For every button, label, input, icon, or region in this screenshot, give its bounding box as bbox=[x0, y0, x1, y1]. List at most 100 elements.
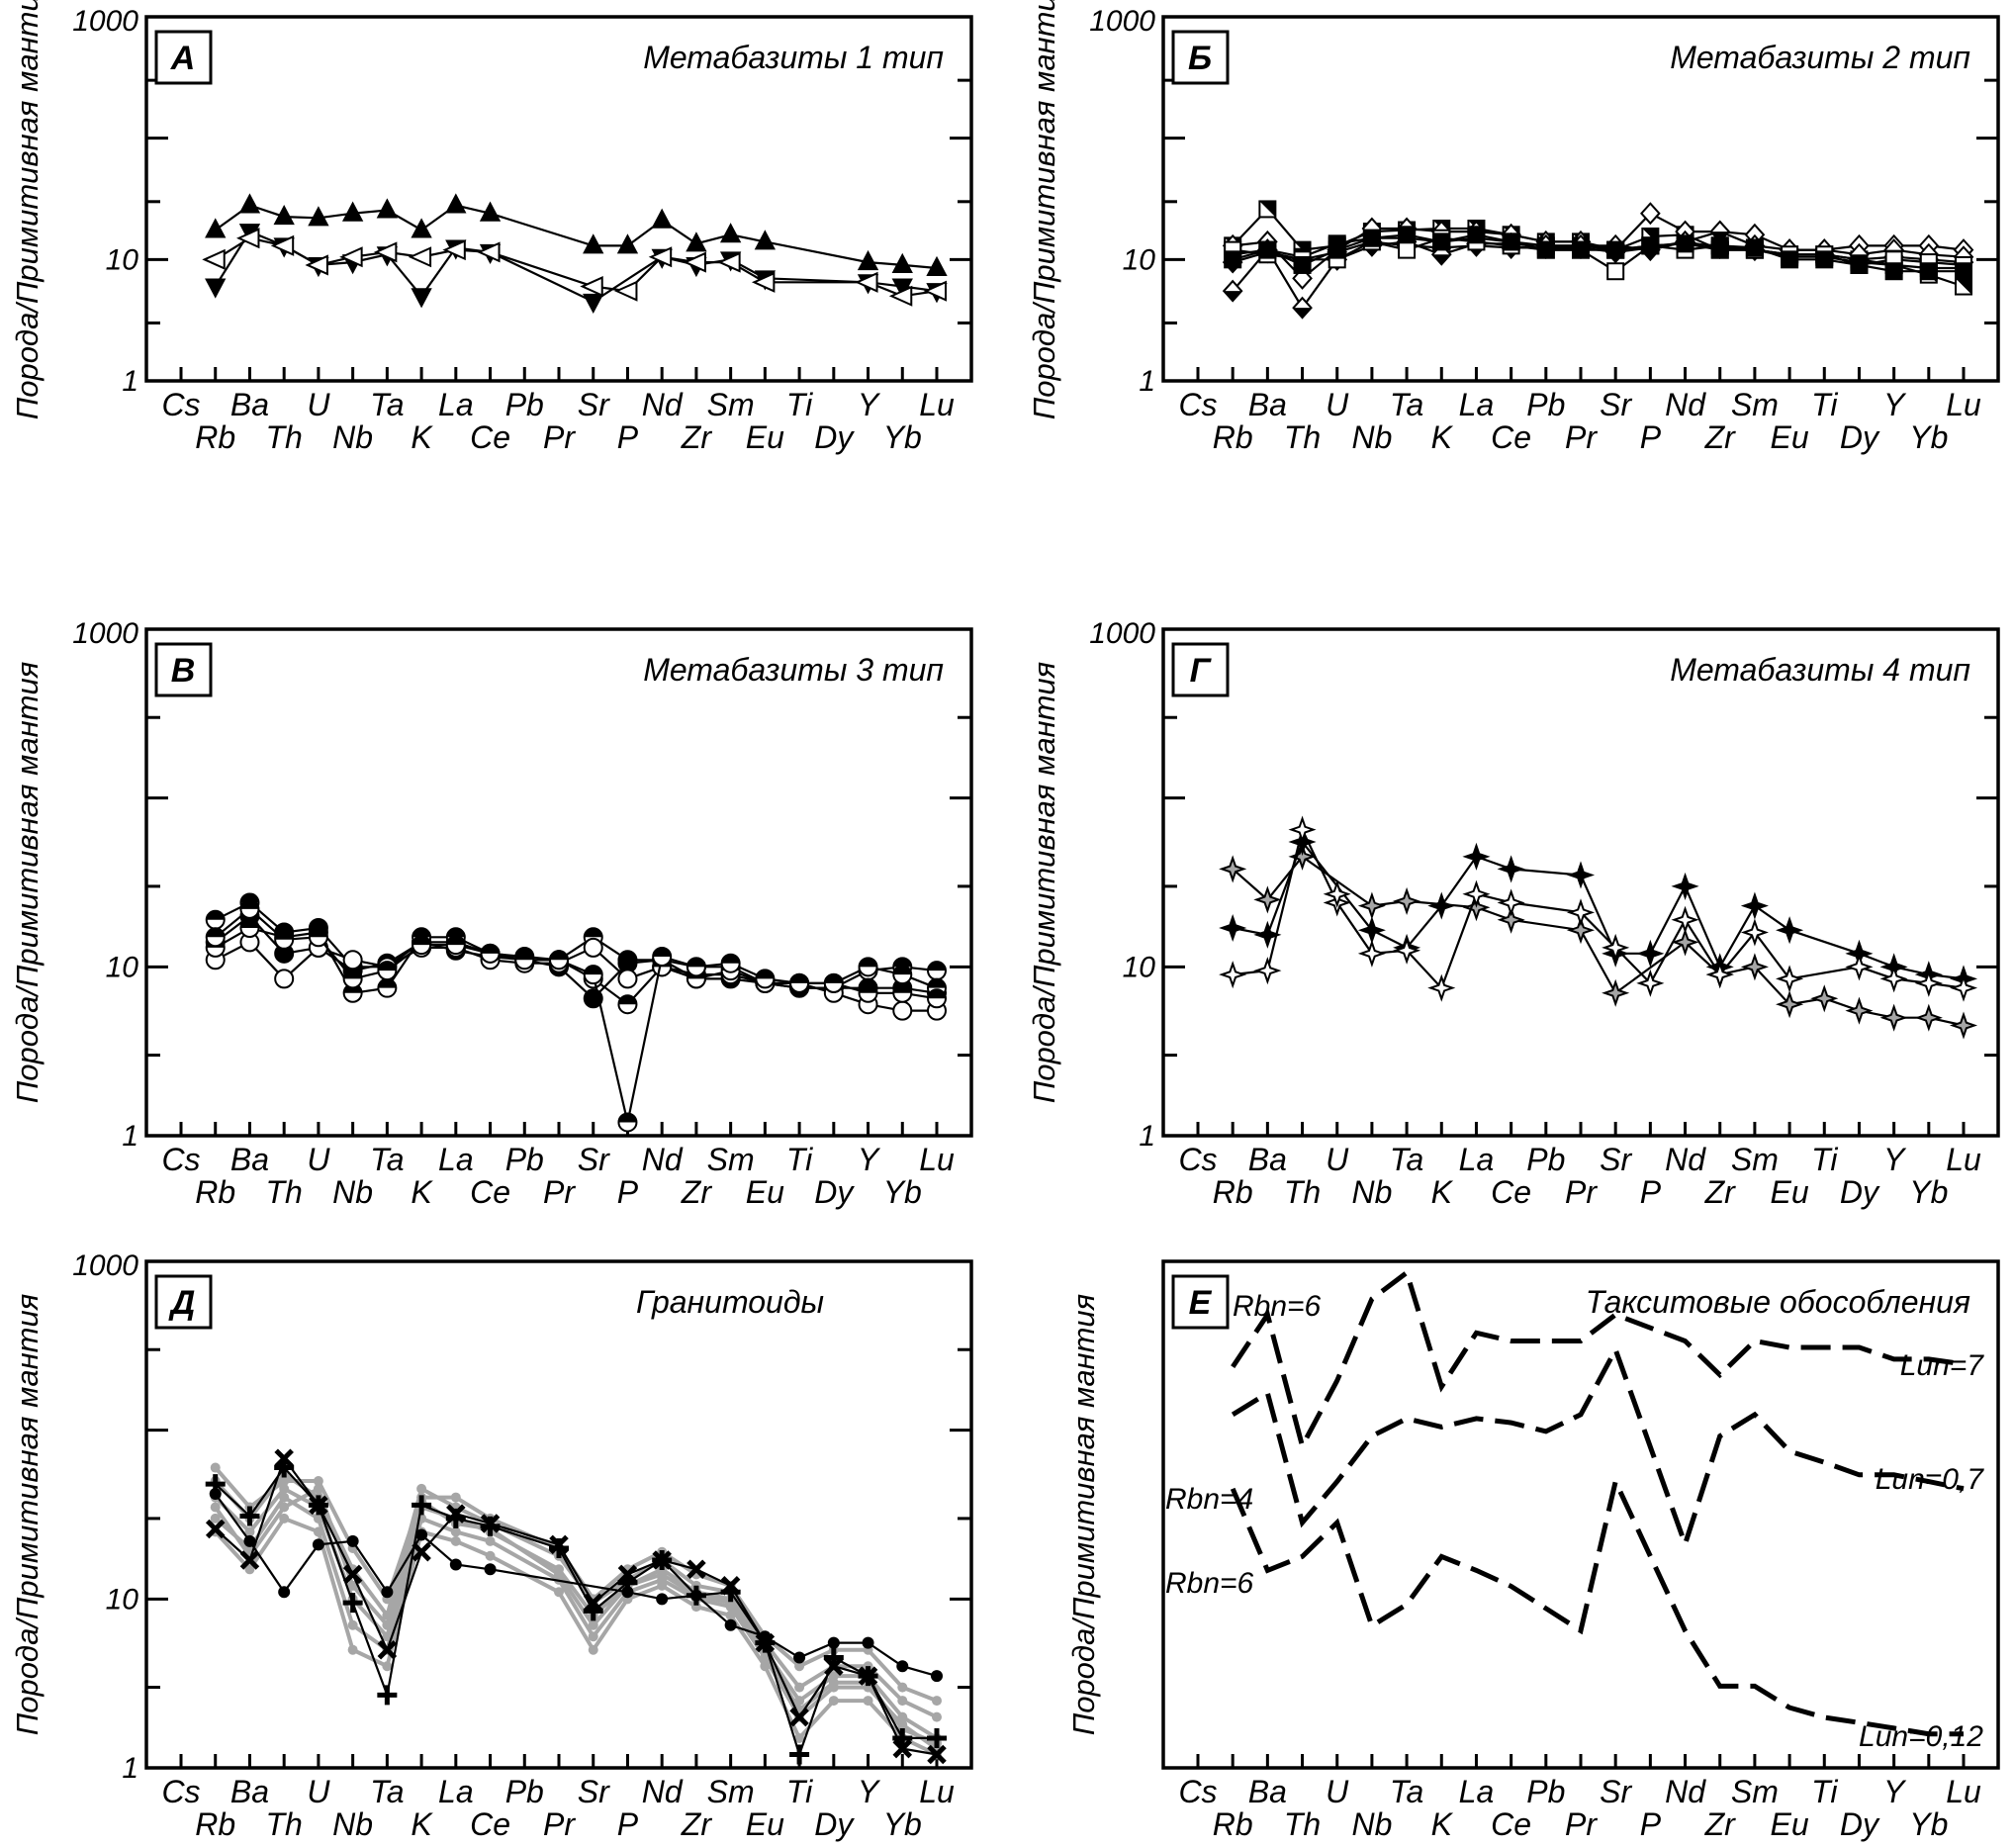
data-point bbox=[794, 1661, 805, 1672]
x-tick-label-Sm: Sm bbox=[707, 1142, 755, 1177]
data-point bbox=[652, 1550, 672, 1570]
data-point-fill bbox=[1259, 201, 1276, 218]
data-point bbox=[1676, 234, 1694, 253]
panel-title: Метабазиты 1 тип bbox=[643, 40, 944, 75]
y-axis-title: Порода/Примитивная мантия bbox=[1027, 0, 1061, 419]
panel-letter: Д bbox=[168, 1284, 196, 1322]
data-point bbox=[1710, 236, 1729, 255]
x-tick-label-Lu: Lu bbox=[1946, 1774, 1981, 1809]
data-point bbox=[312, 1538, 324, 1551]
panel-letter-box bbox=[1171, 642, 1230, 697]
x-tick-label-Pb: Pb bbox=[1526, 1142, 1565, 1177]
data-point bbox=[1253, 957, 1282, 985]
data-point bbox=[554, 1569, 564, 1580]
x-tick-label-P: P bbox=[1640, 1806, 1662, 1842]
panel-frame bbox=[1161, 1259, 2000, 1770]
data-point bbox=[239, 1506, 260, 1526]
data-point bbox=[313, 1513, 323, 1524]
data-point bbox=[305, 254, 328, 276]
data-point bbox=[1327, 240, 1346, 259]
y-tick-label: 1000 bbox=[72, 617, 138, 650]
data-point bbox=[485, 1535, 496, 1546]
data-point bbox=[279, 1513, 290, 1524]
data-point bbox=[449, 1558, 462, 1571]
data-point bbox=[205, 1519, 226, 1539]
data-point-fill bbox=[412, 928, 431, 938]
x-tick-label-La: La bbox=[438, 1774, 474, 1809]
data-point-fill bbox=[378, 962, 397, 971]
series-line bbox=[214, 1486, 939, 1740]
data-point bbox=[1949, 973, 1978, 1002]
data-point bbox=[313, 1483, 323, 1494]
x-tick-label-U: U bbox=[1326, 387, 1349, 422]
data-point bbox=[342, 1564, 363, 1585]
x-tick-label-Cs: Cs bbox=[1178, 387, 1217, 422]
data-point bbox=[897, 1682, 908, 1693]
data-point bbox=[1219, 855, 1247, 883]
x-tick-label-Ta: Ta bbox=[370, 387, 404, 422]
data-point bbox=[932, 1696, 942, 1707]
data-point bbox=[1219, 913, 1247, 943]
x-tick-label-Eu: Eu bbox=[746, 419, 784, 455]
data-point bbox=[1641, 236, 1660, 255]
annotation: Lun=0,12 bbox=[1859, 1720, 1983, 1753]
data-point bbox=[244, 1526, 255, 1537]
data-point bbox=[717, 251, 741, 273]
data-point bbox=[687, 1559, 706, 1580]
annotation: Lun=0,7 bbox=[1876, 1463, 1985, 1496]
data-point bbox=[270, 234, 295, 256]
x-tick-label-Dy: Dy bbox=[814, 419, 855, 455]
data-point bbox=[793, 1651, 806, 1664]
data-point bbox=[1955, 262, 1972, 281]
data-point bbox=[554, 1587, 564, 1598]
x-tick-label-Rb: Rb bbox=[1213, 1174, 1253, 1210]
data-point bbox=[416, 1483, 427, 1494]
data-point-fill bbox=[721, 954, 740, 964]
x-tick-label-K: K bbox=[411, 419, 433, 455]
x-tick-label-Dy: Dy bbox=[1840, 419, 1880, 455]
data-point-fill bbox=[824, 973, 843, 983]
data-point bbox=[477, 241, 501, 263]
data-point bbox=[1671, 872, 1699, 900]
data-point bbox=[892, 1000, 913, 1021]
data-point bbox=[279, 1502, 290, 1513]
panel-letter: Г bbox=[1190, 652, 1213, 690]
x-tick-label-Eu: Eu bbox=[1771, 1806, 1809, 1842]
data-point-fill bbox=[1293, 308, 1312, 319]
data-point bbox=[408, 246, 432, 268]
x-tick-label-Ba: Ba bbox=[1248, 1774, 1287, 1809]
data-point bbox=[1850, 255, 1869, 274]
data-point bbox=[588, 1631, 598, 1642]
data-point bbox=[1462, 842, 1491, 871]
panel-B: 1 10 1000 CsRbBaThUNbTaKLaCePbPrSrPNdZrSmEu… bbox=[1027, 0, 2000, 455]
data-point bbox=[1502, 232, 1520, 251]
panel-title: Такситовые обособления bbox=[1586, 1284, 1970, 1320]
panel-letter-box bbox=[154, 30, 213, 85]
data-point bbox=[891, 278, 913, 299]
x-tick-label-P: P bbox=[617, 419, 639, 455]
data-point bbox=[1740, 891, 1769, 920]
data-point bbox=[1536, 240, 1555, 259]
data-point bbox=[339, 246, 363, 268]
x-tick-label-Cs: Cs bbox=[1178, 1774, 1217, 1809]
series-line bbox=[1232, 230, 1965, 311]
x-tick-label-U: U bbox=[307, 1774, 330, 1809]
data-point bbox=[580, 276, 603, 298]
x-tick-label-Ta: Ta bbox=[1390, 1774, 1423, 1809]
panel-letter: В bbox=[171, 652, 196, 690]
data-point bbox=[1462, 879, 1491, 908]
data-point bbox=[927, 1744, 947, 1765]
x-tick-label-Ce: Ce bbox=[470, 1174, 510, 1210]
x-tick-label-Nd: Nd bbox=[642, 387, 684, 422]
x-tick-label-Nd: Nd bbox=[1665, 387, 1706, 422]
x-tick-label-Ta: Ta bbox=[370, 1774, 404, 1809]
data-point-fill bbox=[584, 966, 602, 975]
data-point bbox=[1705, 961, 1734, 989]
data-point bbox=[931, 1670, 943, 1683]
x-tick-label-Ce: Ce bbox=[470, 1806, 510, 1842]
data-point-fill bbox=[790, 973, 809, 983]
data-point-fill bbox=[446, 936, 465, 946]
data-point bbox=[411, 218, 432, 238]
x-tick-label-Yb: Yb bbox=[883, 1806, 922, 1842]
data-point bbox=[313, 1526, 323, 1537]
